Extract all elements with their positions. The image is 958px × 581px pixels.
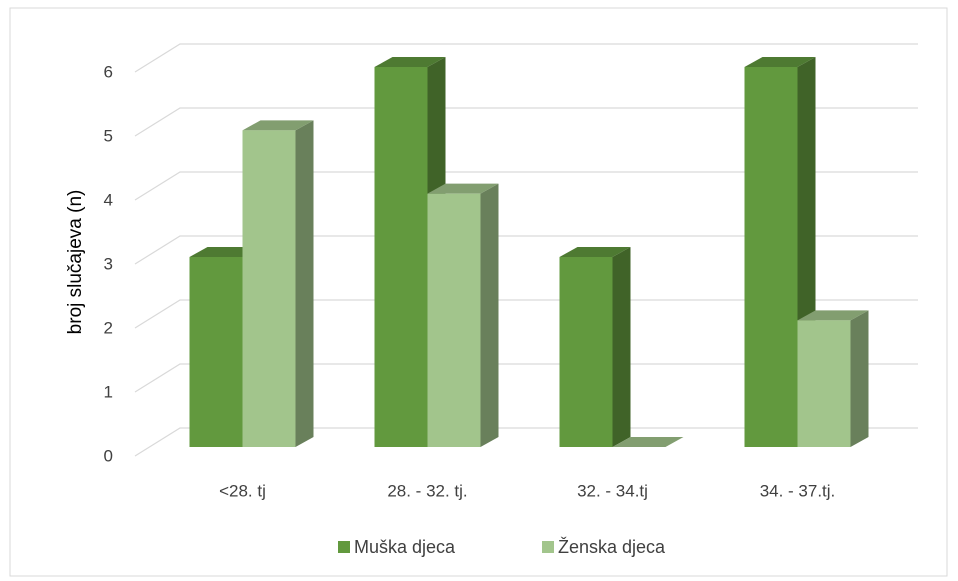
bar-top — [797, 310, 869, 321]
bar-top — [559, 247, 631, 257]
bar — [242, 120, 314, 448]
bar-side — [480, 183, 499, 447]
bar-front — [559, 257, 613, 447]
bar-front — [242, 130, 296, 448]
y-tick-label: 3 — [104, 254, 113, 273]
bar — [427, 183, 499, 447]
bar-top — [242, 120, 314, 131]
x-tick-label: 34. - 37.tj. — [760, 481, 836, 500]
bar-top — [374, 57, 446, 67]
bar-front — [427, 193, 481, 447]
bar-side — [850, 310, 869, 447]
legend-label: Ženska djeca — [558, 537, 666, 557]
y-tick-label: 0 — [104, 446, 113, 465]
y-tick-label: 1 — [104, 382, 113, 401]
x-tick-label: 32. - 34.tj — [577, 481, 648, 500]
legend-label: Muška djeca — [354, 537, 456, 557]
bar-side — [612, 247, 631, 447]
bar-front — [189, 257, 243, 447]
grid-line — [134, 427, 918, 457]
bar-front — [744, 67, 798, 447]
bar-front — [374, 67, 428, 447]
bar-top — [744, 57, 816, 67]
bar — [797, 310, 869, 447]
bar-top — [427, 183, 499, 194]
x-tick-label: 28. - 32. tj. — [387, 481, 467, 500]
bar — [559, 247, 631, 447]
bar-top — [612, 437, 684, 447]
x-tick-label: <28. tj — [219, 481, 266, 500]
y-tick-label: 4 — [104, 190, 113, 209]
bar-side — [295, 120, 314, 447]
legend-swatch — [338, 541, 350, 553]
y-tick-label: 6 — [104, 62, 113, 81]
grid-line — [134, 363, 918, 393]
y-tick-label: 5 — [104, 126, 113, 145]
grid-line — [134, 235, 918, 265]
y-axis-label: broj slučajeva (n) — [65, 190, 86, 335]
grid-line — [134, 171, 918, 201]
bar — [612, 437, 684, 447]
y-tick-label: 2 — [104, 318, 113, 337]
grid-line — [134, 107, 918, 137]
grid-line — [134, 43, 918, 73]
legend-swatch — [542, 541, 554, 553]
grid-line — [134, 299, 918, 329]
bar-front — [797, 320, 851, 447]
